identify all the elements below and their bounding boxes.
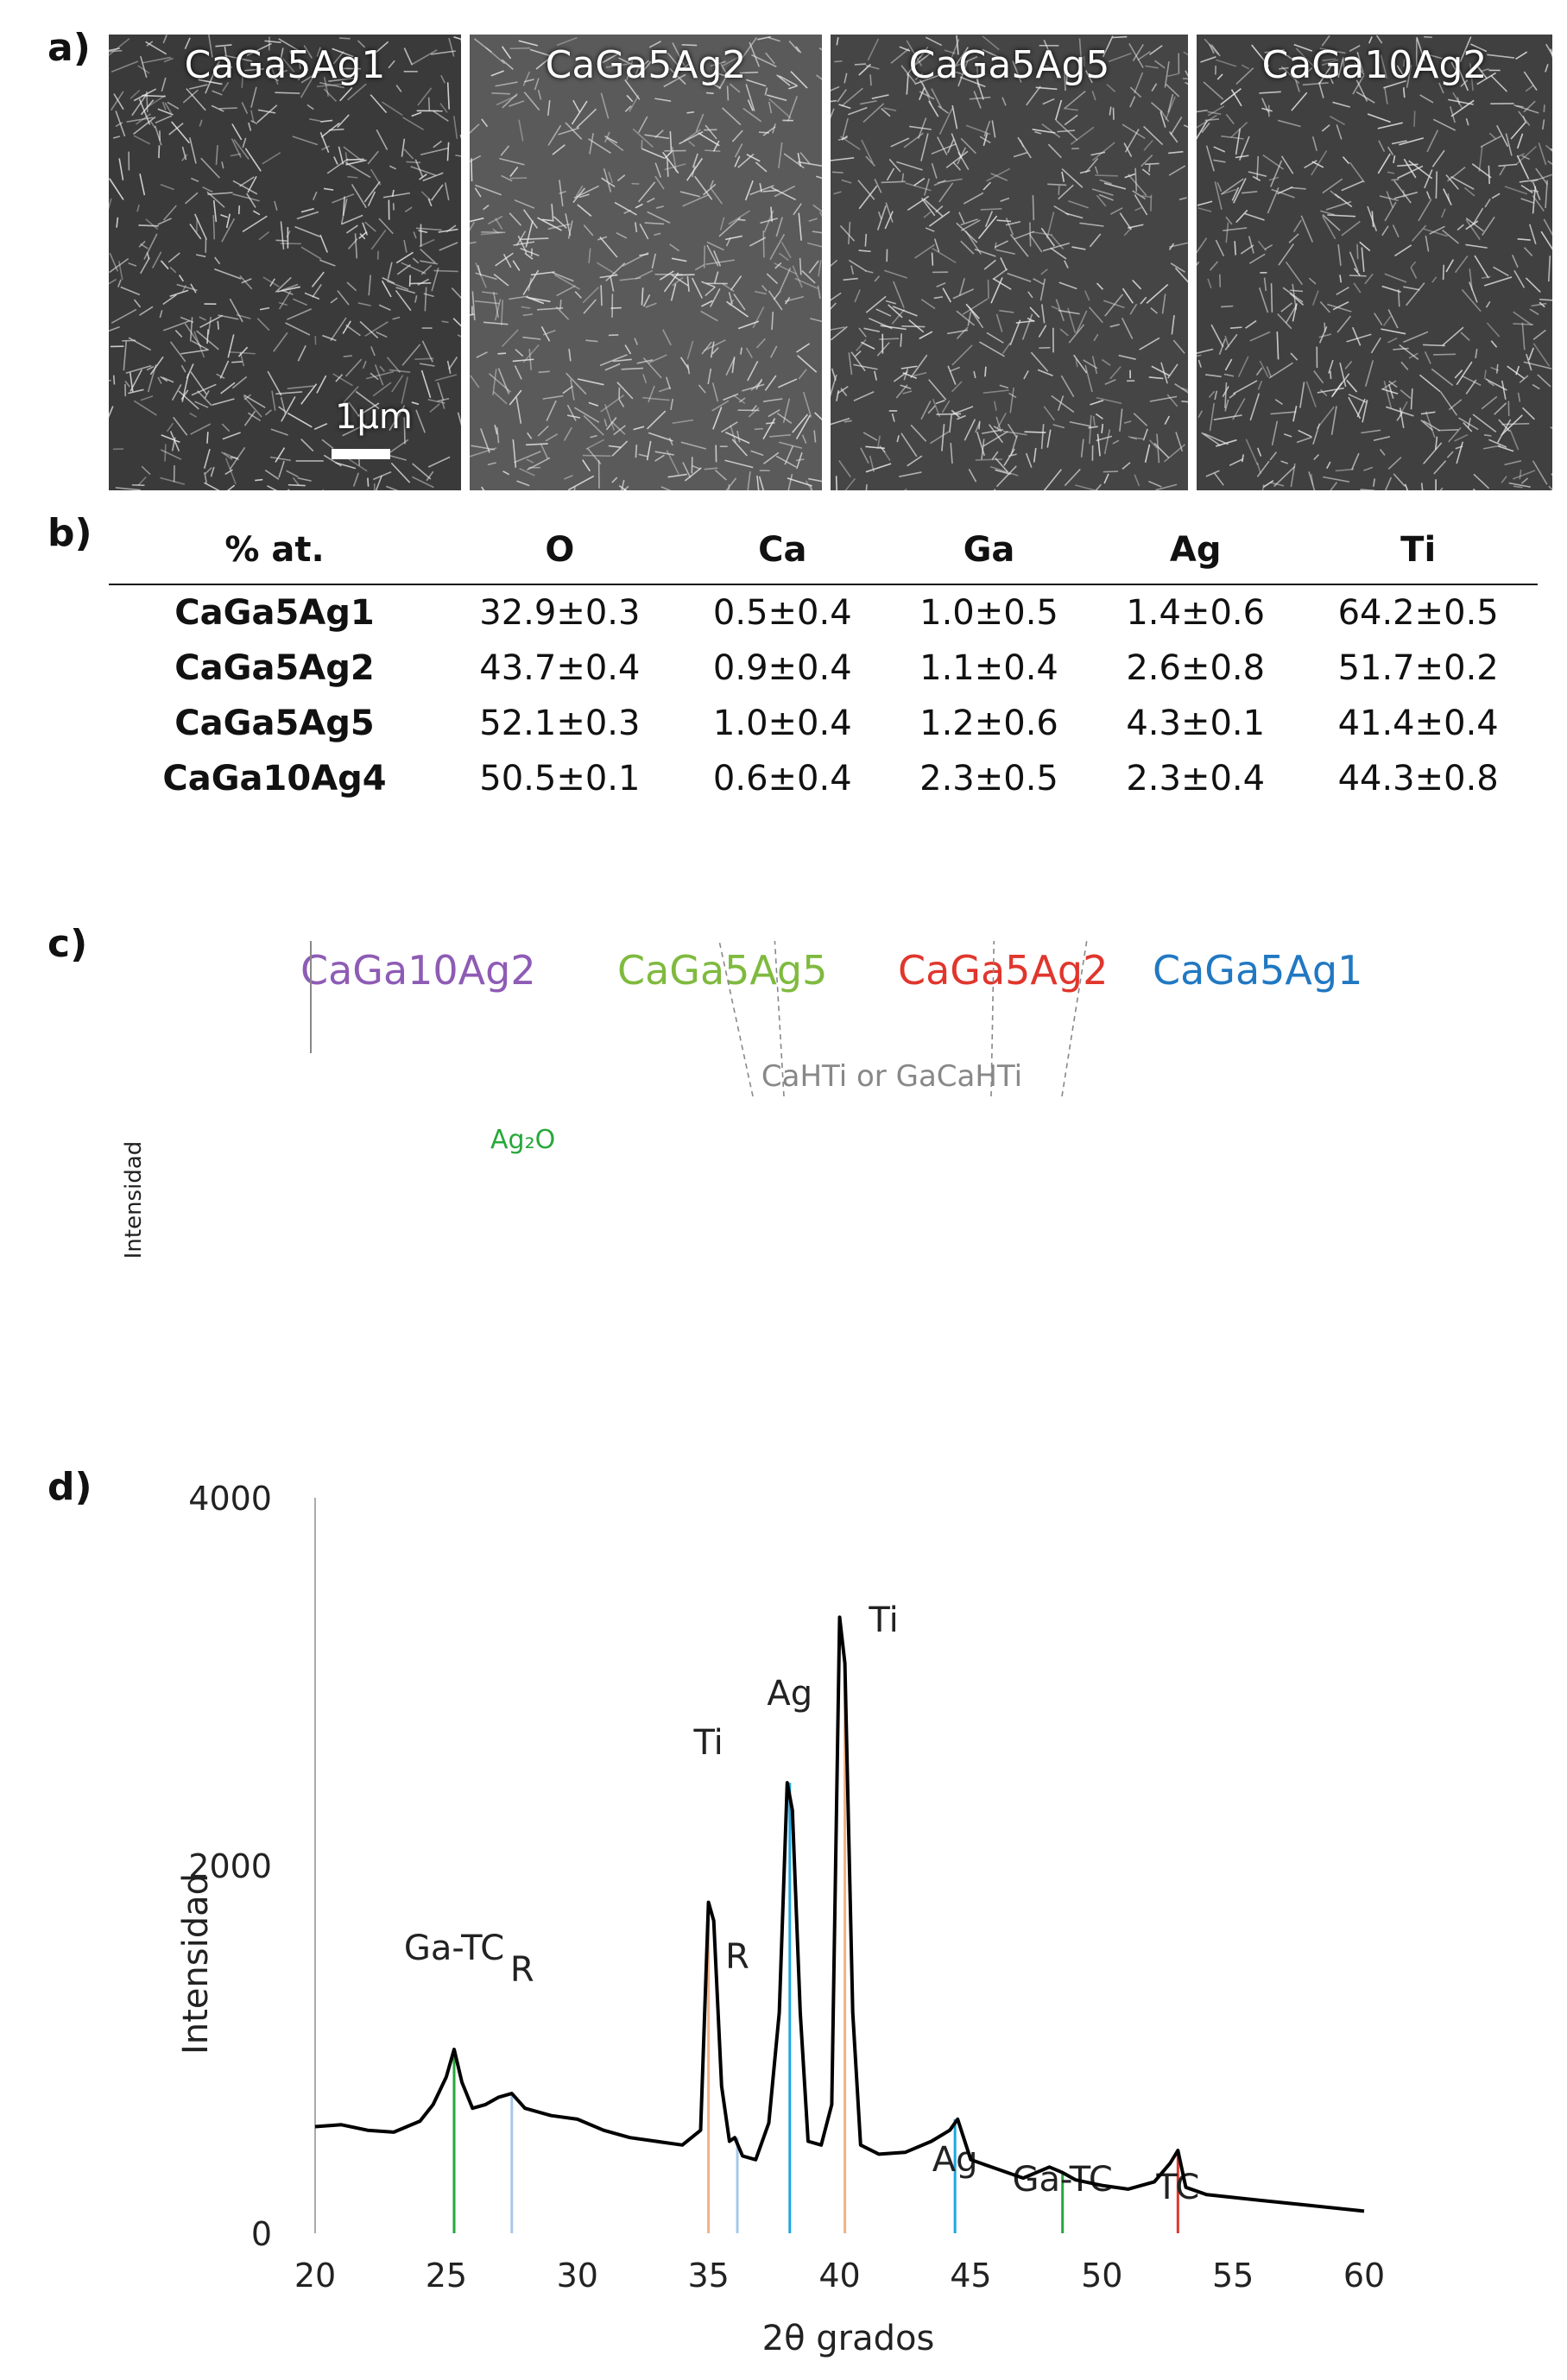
y-tick-label: 4000 (188, 1480, 272, 1518)
x-tick-label: 50 (1081, 2257, 1122, 2295)
table-cell: 1.4±0.6 (1126, 593, 1266, 633)
sem-image: CaGa5Ag1 1μm (109, 35, 461, 490)
table-cell: 50.5±0.1 (479, 759, 641, 799)
legend-entry: CaGa10Ag2 (300, 947, 536, 994)
table-row-header: CaGa5Ag1 (174, 593, 375, 633)
sem-texture (1197, 35, 1552, 490)
table-cell: 1.2±0.6 (919, 704, 1058, 743)
table-cell: 41.4±0.4 (1337, 704, 1499, 743)
panel-label-b: b) (47, 511, 92, 555)
table-header-cell: Ca (679, 516, 886, 585)
table-header-cell: Ti (1298, 516, 1538, 585)
table-cell: 0.9±0.4 (712, 648, 852, 688)
table-cell: 4.3±0.1 (1126, 704, 1266, 743)
x-tick-label: 25 (426, 2257, 467, 2295)
peak-label: R (510, 1950, 534, 1990)
table-body: CaGa5Ag1 32.9±0.3 0.5±0.4 1.0±0.5 1.4±0.6 64.… (109, 584, 1538, 806)
table-cell: 2.3±0.4 (1126, 759, 1266, 799)
table-header-cell: % at. (109, 516, 441, 585)
table-cell: 64.2±0.5 (1337, 593, 1499, 633)
x-tick-label: 60 (1343, 2257, 1385, 2295)
annotation-leader (774, 941, 785, 1097)
annotation-leader (718, 941, 754, 1097)
table-cell: 1.0±0.5 (919, 593, 1058, 633)
scale-bar-label: 1μm (335, 397, 413, 437)
sem-image: CaGa5Ag2 (470, 35, 822, 490)
xrd-chart: 0 2000 4000 20 25 30 35 40 45 50 55 60 2θ grados Inte… (176, 1480, 1385, 2358)
peak-label: Ga-TC (1013, 2160, 1113, 2200)
x-tick-label: 55 (1212, 2257, 1254, 2295)
sem-texture (109, 35, 461, 490)
sem-image-label: CaGa5Ag5 (908, 43, 1110, 87)
x-tick-label: 45 (950, 2257, 991, 2295)
table-cell: 1.1±0.4 (919, 648, 1058, 688)
ag2o-label: Ag₂O (490, 1125, 555, 1155)
y-tick-label: 2000 (188, 1847, 272, 1885)
table-cell: 2.6±0.8 (1126, 648, 1266, 688)
peak-label: Ti (868, 1600, 898, 1640)
peak-label: Ti (692, 1723, 723, 1763)
raman-chart: CaGa10Ag2CaGa5Ag5CaGa5Ag2CaGa5Ag10500001… (121, 941, 1362, 1259)
table-row: CaGa5Ag5 52.1±0.3 1.0±0.4 1.2±0.6 4.3±0.1 41.… (109, 696, 1538, 751)
sem-image-label: CaGa10Ag2 (1261, 43, 1488, 87)
table-cell: 51.7±0.2 (1337, 648, 1499, 688)
table-header-cell: Ag (1092, 516, 1299, 585)
annotation-leader (1061, 941, 1088, 1097)
panel-label-d: d) (47, 1465, 92, 1509)
y-axis-label: Intensidad (176, 1873, 216, 2055)
peak-label: Ag (767, 1674, 812, 1714)
scale-bar (332, 449, 390, 459)
x-tick-label: 20 (294, 2257, 336, 2295)
table-cell: 0.5±0.4 (712, 593, 852, 633)
xrd-series-line (314, 1615, 1365, 2213)
sem-image-label: CaGa5Ag2 (545, 43, 747, 87)
table-row-header: CaGa5Ag2 (174, 648, 375, 688)
y-tick-label: 0 (251, 2215, 272, 2253)
sem-image-label: CaGa5Ag1 (184, 43, 386, 87)
panel-label-c: c) (47, 922, 88, 966)
table-row: CaGa5Ag2 43.7±0.4 0.9±0.4 1.1±0.4 2.6±0.8 51.… (109, 641, 1538, 696)
table-row-header: CaGa10Ag4 (162, 759, 387, 799)
table-cell: 2.3±0.5 (919, 759, 1058, 799)
sem-texture (831, 35, 1188, 490)
table-cell: 43.7±0.4 (479, 648, 641, 688)
table-row-header: CaGa5Ag5 (174, 704, 375, 743)
table-row: CaGa10Ag4 50.5±0.1 0.6±0.4 2.3±0.5 2.3±0.4 44… (109, 751, 1538, 806)
sem-image: CaGa5Ag5 (831, 35, 1188, 490)
composition-table: % at. O Ca Ga Ag Ti CaGa5Ag1 32.9±0.3 0.5±0.4 1.… (109, 516, 1538, 806)
table-cell: 44.3±0.8 (1337, 759, 1499, 799)
table-cell: 32.9±0.3 (479, 593, 641, 633)
table-header-cell: O (440, 516, 679, 585)
legend-entry: CaGa5Ag1 (1153, 947, 1362, 994)
peak-label: R (725, 1937, 749, 1977)
cahti-annotation: CaHTi or GaCaHTi (761, 1059, 1022, 1094)
x-tick-label: 30 (557, 2257, 598, 2295)
table-cell: 1.0±0.4 (712, 704, 852, 743)
x-tick-label: 40 (818, 2257, 860, 2295)
peak-label: Ga-TC (404, 1929, 504, 1968)
x-axis-label: 2θ grados (762, 2319, 935, 2358)
table-cell: 52.1±0.3 (479, 704, 641, 743)
sem-texture (470, 35, 822, 490)
table-row: CaGa5Ag1 32.9±0.3 0.5±0.4 1.0±0.5 1.4±0.6 64.… (109, 584, 1538, 641)
table-header-cell: Ga (885, 516, 1093, 585)
panel-label-a: a) (47, 26, 91, 70)
legend-entry: CaGa5Ag2 (898, 947, 1108, 994)
table-header-row: % at. O Ca Ga Ag Ti (109, 516, 1538, 585)
y-axis-label: Intensidad (121, 1141, 147, 1259)
x-tick-label: 35 (687, 2257, 729, 2295)
sem-image: CaGa10Ag2 (1197, 35, 1552, 490)
table-cell: 0.6±0.4 (712, 759, 852, 799)
